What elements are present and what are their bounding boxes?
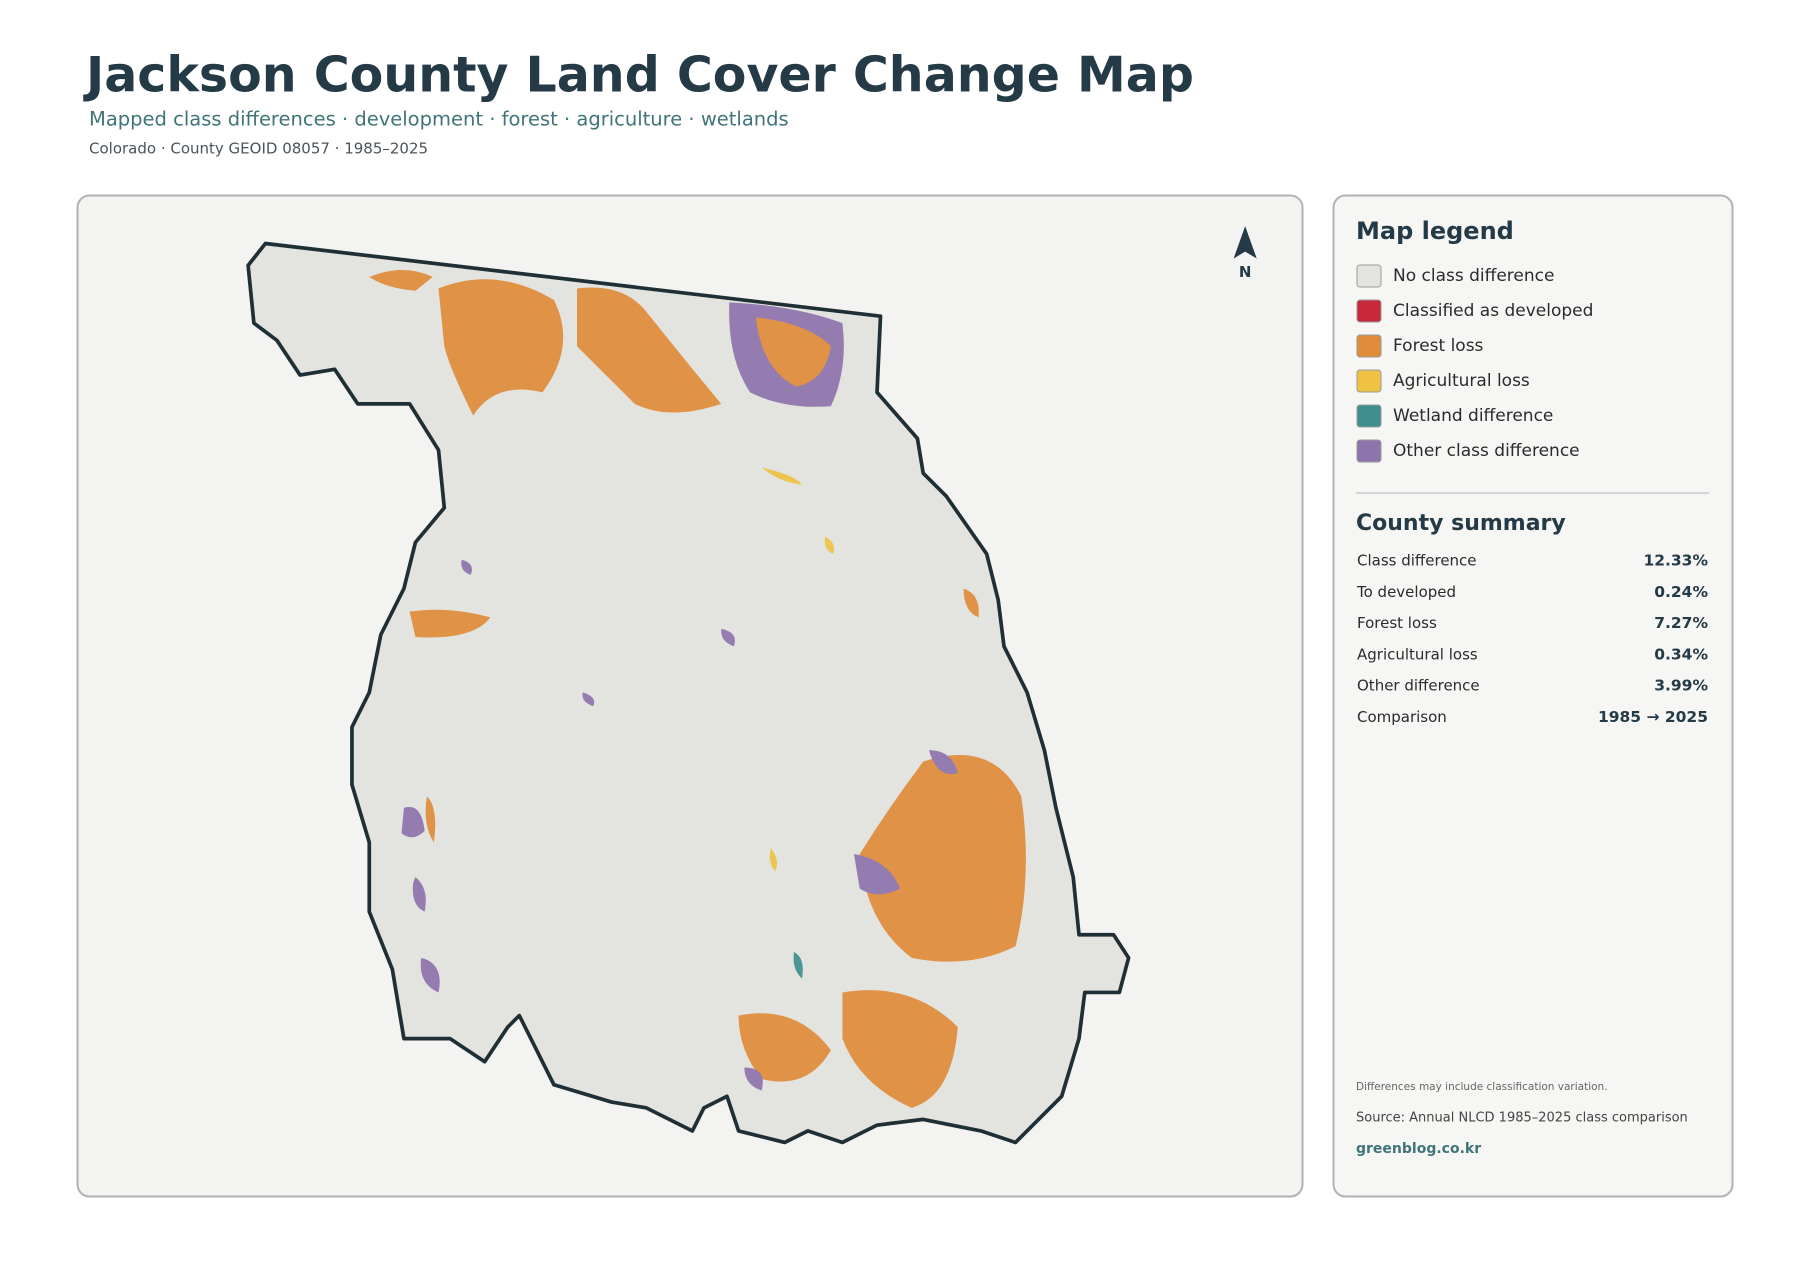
summary-title: County summary (1356, 511, 1566, 536)
legend-swatch (1356, 334, 1382, 358)
title: Jackson County Land Cover Change Map (83, 47, 1194, 104)
source: Source: Annual NLCD 1985–2025 class comp… (1356, 1111, 1688, 1126)
summary-value: 12.33% (1643, 552, 1708, 570)
county-map: N (246, 226, 1257, 1145)
legend-title: Map legend (1356, 217, 1514, 245)
legend-label: Agricultural loss (1393, 371, 1530, 391)
summary-label: Forest loss (1357, 614, 1437, 632)
north-arrow: N (1233, 226, 1257, 281)
sidebar (1332, 194, 1734, 1198)
legend: No class difference Classified as develop… (1356, 264, 1593, 463)
legend-label: Forest loss (1393, 336, 1484, 356)
legend-swatch (1356, 299, 1382, 323)
summary-label: Class difference (1357, 552, 1477, 570)
legend-label: Wetland difference (1393, 406, 1553, 426)
summary-value: 0.34% (1654, 645, 1708, 663)
subtitle: Mapped class differences · development ·… (89, 108, 789, 131)
summary-label: Other difference (1357, 677, 1480, 695)
legend-swatch (1356, 264, 1382, 288)
summary-label: To developed (1356, 583, 1456, 601)
legend-label: Classified as developed (1393, 301, 1593, 321)
meta: Colorado · County GEOID 08057 · 1985–202… (89, 140, 428, 158)
summary: Class difference 12.33% To developed 0.24% F… (1356, 552, 1708, 727)
legend-swatch (1356, 404, 1382, 428)
note: Differences may include classification v… (1356, 1081, 1608, 1093)
legend-swatch (1356, 369, 1382, 393)
summary-value: 0.24% (1654, 583, 1708, 601)
summary-value: 1985 → 2025 (1598, 708, 1708, 726)
summary-value: 7.27% (1654, 614, 1708, 632)
summary-value: 3.99% (1654, 677, 1708, 695)
summary-label: Comparison (1357, 708, 1447, 726)
change-patches (369, 270, 1026, 1108)
legend-swatch (1356, 439, 1382, 463)
legend-label: No class difference (1393, 266, 1554, 286)
site: greenblog.co.kr (1356, 1141, 1481, 1157)
north-label: N (1239, 263, 1252, 281)
summary-label: Agricultural loss (1357, 645, 1478, 663)
legend-label: Other class difference (1393, 441, 1580, 461)
